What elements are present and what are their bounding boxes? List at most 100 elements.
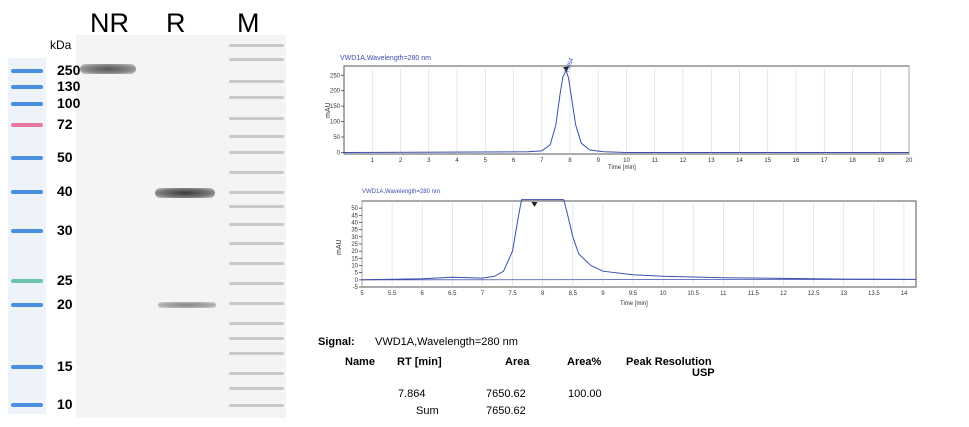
marker-lane-band	[229, 205, 284, 208]
mw-label-20: 20	[57, 296, 73, 312]
y-tick-label: 100	[330, 120, 341, 126]
chart2-xlabel: Time [min]	[620, 301, 648, 307]
x-tick-label: 11.5	[748, 291, 760, 297]
marker-lane-band	[229, 223, 284, 226]
marker-lane-band	[229, 322, 284, 325]
x-tick-label: 7	[540, 158, 544, 164]
mw-label-72: 72	[57, 116, 73, 132]
y-tick-label: 5	[355, 271, 359, 277]
x-tick-label: 12	[680, 158, 687, 164]
chart1-peak-label: 7.864	[564, 57, 575, 74]
chart1-ylabel: mAU	[325, 102, 332, 118]
mw-label-30: 30	[57, 222, 73, 238]
col-header-name: Name	[345, 356, 375, 368]
kda-label: kDa	[50, 38, 72, 52]
chart1-xlabel: Time [min]	[608, 165, 636, 171]
x-tick-label: 10	[623, 158, 630, 164]
ladder-band-10	[11, 403, 43, 407]
x-tick-label: 8.5	[569, 291, 578, 297]
x-tick-label: 1	[371, 158, 375, 164]
x-tick-label: 10	[660, 291, 667, 297]
x-tick-label: 17	[821, 158, 828, 164]
y-tick-label: 45	[351, 213, 358, 219]
chart2-frame	[361, 200, 917, 288]
col-header-usp: USP	[692, 367, 715, 379]
chromatogram-zoom: VWD1A,Wavelength=280 nm -505101520253035…	[336, 189, 917, 307]
lane-label-r: R	[166, 8, 186, 38]
chart2-peak-marker	[531, 202, 538, 207]
x-tick-label: 9.5	[629, 291, 638, 297]
marker-lane-band	[229, 135, 284, 138]
ladder-band-72	[11, 123, 43, 127]
marker-lane-band	[229, 302, 284, 305]
x-tick-label: 6	[421, 291, 425, 297]
chart1-series-line	[343, 69, 909, 153]
nr-band-250	[80, 64, 136, 74]
y-tick-label: 50	[333, 135, 340, 141]
marker-lane-band	[229, 96, 284, 99]
marker-lane-band	[229, 337, 284, 340]
x-tick-label: 12.5	[808, 291, 820, 297]
x-tick-label: 12	[780, 291, 787, 297]
signal-label: Signal:	[318, 336, 355, 348]
ladder-band-130	[11, 85, 43, 89]
marker-lane-band	[229, 262, 284, 265]
y-tick-label: 0	[355, 278, 359, 284]
x-tick-label: 6	[512, 158, 516, 164]
marker-lane-band	[229, 404, 284, 407]
marker-lane-band	[229, 387, 284, 390]
x-tick-label: 14	[736, 158, 743, 164]
chromatogram-full: VWD1A,Wavelength=280 nm 050100150200250 …	[325, 55, 913, 171]
x-tick-label: 13	[840, 291, 847, 297]
x-tick-label: 19	[877, 158, 884, 164]
chart2-ylabel: mAU	[336, 239, 343, 255]
row1-rt: 7.864	[398, 388, 426, 400]
x-tick-label: 8	[541, 291, 545, 297]
x-tick-label: 5.5	[388, 291, 397, 297]
x-tick-label: 5	[360, 291, 364, 297]
row1-area: 7650.62	[486, 388, 526, 400]
col-header-area: Area	[505, 356, 530, 368]
x-tick-label: 9	[597, 158, 601, 164]
mw-label-25: 25	[57, 272, 73, 288]
y-tick-label: 40	[351, 221, 358, 227]
y-tick-label: -5	[353, 285, 359, 291]
ladder-band-40	[11, 190, 43, 194]
marker-lane-band	[229, 80, 284, 83]
x-tick-label: 11	[652, 158, 659, 164]
x-tick-label: 7	[481, 291, 485, 297]
x-tick-label: 7.5	[508, 291, 517, 297]
mw-label-15: 15	[57, 358, 73, 374]
lane-label-m: M	[237, 8, 260, 38]
x-tick-label: 14	[901, 291, 908, 297]
col-header-rt: RT [min]	[397, 356, 442, 368]
x-tick-label: 9	[601, 291, 605, 297]
x-tick-label: 10.5	[687, 291, 699, 297]
ladder-band-15	[11, 365, 43, 369]
x-tick-label: 18	[849, 158, 856, 164]
mw-label-250: 250	[57, 62, 81, 78]
mw-label-50: 50	[57, 149, 73, 165]
row2-sum-label: Sum	[416, 405, 439, 417]
ladder-band-250	[11, 69, 43, 73]
y-tick-label: 25	[351, 242, 358, 248]
ladder-band-50	[11, 156, 43, 160]
y-tick-label: 30	[351, 235, 358, 241]
x-tick-label: 11	[720, 291, 727, 297]
y-tick-label: 10	[351, 264, 358, 270]
r-band-light	[158, 302, 216, 308]
chart1-title: VWD1A,Wavelength=280 nm	[340, 55, 431, 62]
marker-lane-band	[229, 242, 284, 245]
marker-lane-band	[229, 58, 284, 61]
y-tick-label: 150	[330, 104, 341, 110]
ladder-band-25	[11, 279, 43, 283]
marker-lane-band	[229, 372, 284, 375]
x-tick-label: 6.5	[448, 291, 457, 297]
y-tick-label: 50	[351, 206, 358, 212]
mw-label-100: 100	[57, 95, 81, 111]
y-tick-label: 250	[330, 73, 341, 79]
marker-lane-band	[229, 352, 284, 355]
y-tick-label: 15	[351, 256, 358, 262]
ladder-band-100	[11, 102, 43, 106]
x-tick-label: 15	[764, 158, 771, 164]
